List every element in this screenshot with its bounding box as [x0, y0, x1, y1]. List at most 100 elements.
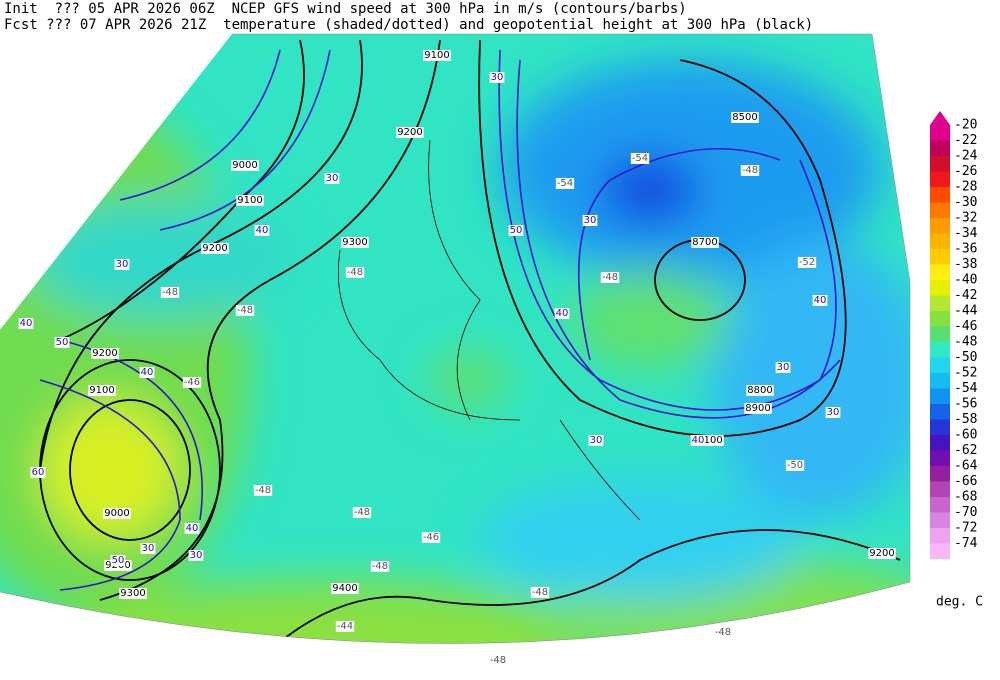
temperature-label: -48	[237, 305, 253, 316]
label-background	[119, 588, 147, 599]
label-background	[775, 362, 791, 373]
label-background	[110, 555, 126, 566]
height-label: 9000	[104, 508, 129, 519]
colorbar-label: -70	[954, 505, 977, 520]
wind-label: 40	[186, 523, 199, 534]
label-background	[188, 550, 204, 561]
label-background	[812, 295, 828, 306]
wind-label: 50	[510, 225, 523, 236]
label-background	[335, 621, 355, 632]
colorbar-label: -26	[954, 164, 977, 179]
label-background	[352, 507, 372, 518]
wind-label: 30	[584, 215, 597, 226]
label-background	[696, 435, 724, 446]
label-background	[785, 460, 805, 471]
label-background	[54, 337, 70, 348]
label-background	[182, 377, 202, 388]
colorbar-box	[930, 249, 950, 265]
wind-label: 60	[32, 467, 45, 478]
height-label: 9100	[89, 385, 114, 396]
wind-label: 40	[256, 225, 269, 236]
colorbar-label: -30	[954, 195, 977, 210]
wind-label: 30	[491, 72, 504, 83]
colorbar-label: -28	[954, 180, 977, 195]
colorbar-label: -56	[954, 397, 977, 412]
label-background	[555, 178, 575, 189]
label-background	[582, 215, 598, 226]
wind-label: 30	[116, 259, 129, 270]
colorbar-label: -58	[954, 412, 977, 427]
colorbar-label: -24	[954, 149, 978, 164]
colorbar-label: -48	[954, 335, 977, 350]
colorbar-box	[930, 280, 950, 296]
wind-label: 30	[326, 173, 339, 184]
label-background	[91, 348, 119, 359]
colorbar-box	[930, 357, 950, 373]
colorbar-box	[930, 419, 950, 435]
temperature-label: -44	[337, 621, 353, 632]
wind-label: 30	[590, 435, 603, 446]
wind-label: 40	[814, 295, 827, 306]
temperature-label: -52	[799, 257, 815, 268]
fcst-line: Fcst ??? 07 APR 2026 21Z temperature (sh…	[4, 17, 813, 33]
wind-label: 30	[827, 407, 840, 418]
wind-label: 40	[556, 308, 569, 319]
temperature-shading	[0, 60, 910, 644]
colorbar-label: -64	[954, 459, 978, 474]
label-background	[600, 272, 620, 283]
temperature-label: -48	[372, 561, 388, 572]
wind-contours	[39, 49, 841, 591]
wind-label: 30	[777, 362, 790, 373]
temperature-label: -48	[162, 287, 178, 298]
colorbar-unit: deg. C	[936, 595, 983, 610]
label-background	[690, 435, 706, 446]
height-label: 9300	[342, 237, 367, 248]
temperature-label: -48	[490, 655, 506, 666]
label-background	[630, 153, 650, 164]
temperature-label: -46	[423, 532, 439, 543]
temperature-label: -48	[532, 587, 548, 598]
colorbar-box	[930, 466, 950, 482]
colorbar-label: -54	[954, 381, 978, 396]
temperature-label: -46	[184, 377, 200, 388]
colorbar-box	[930, 481, 950, 497]
colorbar-label: -42	[954, 288, 977, 303]
temperature-label: -48	[255, 485, 271, 496]
height-label: 9200	[869, 548, 894, 559]
colorbar-label: -36	[954, 242, 977, 257]
height-label: 9300	[120, 588, 145, 599]
label-background	[868, 548, 896, 559]
height-label: 9400	[332, 583, 357, 594]
temperature-label: -54	[557, 178, 573, 189]
label-background	[345, 267, 365, 278]
label-background	[88, 385, 116, 396]
label-background	[30, 467, 46, 478]
label-background	[160, 287, 180, 298]
init-line: Init ??? 05 APR 2026 06Z NCEP GFS wind s…	[4, 1, 687, 17]
colorbar-box	[930, 156, 950, 172]
colorbar-box	[930, 435, 950, 451]
temperature-label: -54	[632, 153, 648, 164]
colorbar-box	[930, 233, 950, 249]
colorbar-label: -32	[954, 211, 977, 226]
height-label: 9200	[397, 127, 422, 138]
label-background	[103, 508, 131, 519]
colorbar-box	[930, 528, 950, 544]
colorbar-box	[930, 326, 950, 342]
domain-border	[0, 33, 911, 644]
height-label: 8800	[747, 385, 772, 396]
label-background	[740, 165, 760, 176]
wind-label: 30	[142, 543, 155, 554]
temperature-label: -48	[715, 627, 731, 638]
label-background	[825, 407, 841, 418]
wind-label: 40	[692, 435, 705, 446]
label-background	[530, 587, 550, 598]
colorbar-label: -74	[954, 536, 978, 551]
label-background	[254, 225, 270, 236]
colorbar-label: -34	[954, 226, 978, 241]
colorbar-box	[930, 264, 950, 280]
wind-label: 50	[112, 555, 125, 566]
label-background	[370, 561, 390, 572]
label-background	[341, 237, 369, 248]
colorbar-box	[930, 388, 950, 404]
